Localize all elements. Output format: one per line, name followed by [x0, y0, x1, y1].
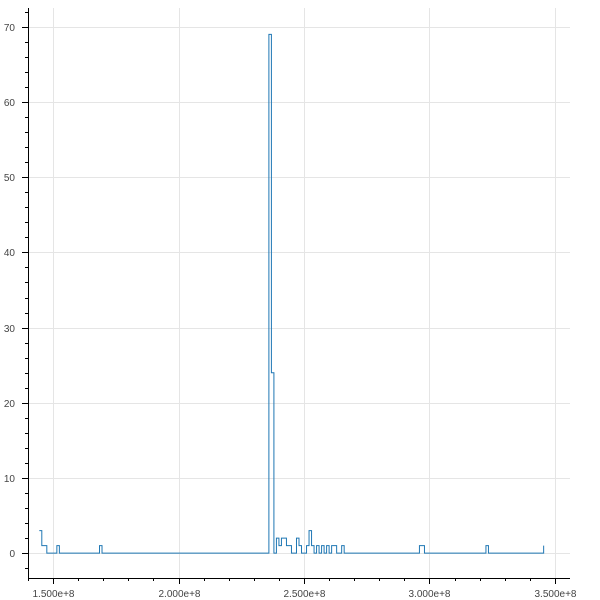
- series: [39, 33, 545, 554]
- x-tick-label: 1.500e+8: [33, 589, 75, 600]
- y-tick-label: 60: [4, 98, 16, 109]
- x-tick-label: 3.500e+8: [535, 589, 577, 600]
- y-axis-ticks: 0 10 20 30 40 50 60 70: [4, 12, 28, 569]
- y-tick-label: 70: [4, 23, 16, 34]
- y-tick-label: 30: [4, 324, 16, 335]
- x-tick-label: 2.500e+8: [284, 589, 326, 600]
- x-tick-label: 2.000e+8: [159, 589, 201, 600]
- grid: [28, 8, 570, 578]
- series-step-line: [39, 33, 545, 554]
- axes: [28, 8, 570, 579]
- y-tick-label: 50: [4, 173, 16, 184]
- y-tick-label: 20: [4, 399, 16, 410]
- y-tick-label: 10: [4, 474, 16, 485]
- y-tick-label: 0: [9, 549, 15, 560]
- x-axis-ticks: 1.500e+8 2.000e+8 2.500e+8 3.000e+8 3.500e+8: [28, 578, 577, 600]
- x-tick-label: 3.000e+8: [409, 589, 451, 600]
- y-tick-label: 40: [4, 248, 16, 259]
